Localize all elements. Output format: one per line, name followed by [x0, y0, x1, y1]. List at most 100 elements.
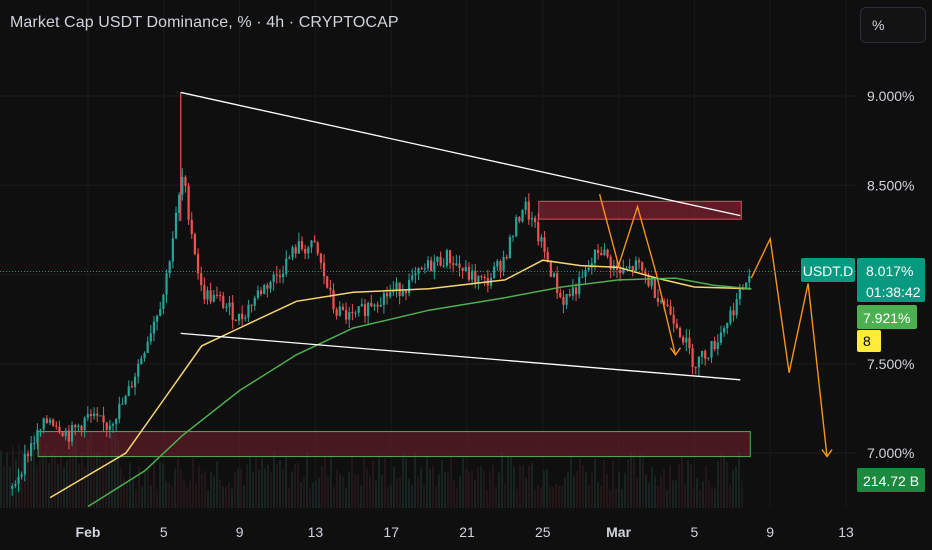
candle-body — [641, 262, 644, 271]
volume-bar — [36, 465, 38, 508]
candle-body — [518, 217, 521, 222]
candle-body — [96, 413, 99, 416]
time-tick-label: 25 — [535, 524, 551, 540]
time-tick-label: 17 — [383, 524, 399, 540]
volume-bar — [48, 463, 50, 508]
candle-body — [363, 304, 367, 317]
volume-bar — [339, 473, 341, 508]
volume-bar — [477, 467, 479, 508]
countdown-timer: 01:38:42 — [866, 284, 921, 300]
volume-bar — [318, 477, 320, 508]
candle-body — [288, 257, 291, 259]
candle-body — [474, 270, 477, 283]
volume-bar — [321, 466, 323, 508]
volume-bar — [189, 480, 191, 508]
volume-bar — [66, 460, 68, 508]
volume-bar — [387, 486, 389, 508]
volume-bar — [444, 472, 446, 508]
candle-body — [278, 275, 282, 278]
volume-bar — [81, 451, 83, 508]
candle-body — [127, 386, 130, 397]
candle-body — [200, 273, 203, 285]
volume-bar — [150, 484, 152, 508]
volume-bar — [378, 454, 380, 508]
volume-value-tag-bg — [857, 468, 925, 492]
candle-body — [130, 386, 133, 388]
volume-bar — [282, 469, 284, 508]
candle-body — [181, 176, 184, 195]
volume-bar — [681, 456, 683, 508]
candle-body — [168, 261, 171, 274]
volume-bar — [423, 485, 425, 508]
volume-bar — [723, 454, 725, 508]
time-axis[interactable]: Feb 5 9 13 17 21 25 Mar 5 9 13 — [76, 524, 854, 540]
volume-bar — [474, 480, 476, 508]
volume-bar — [45, 443, 47, 508]
candle-body — [316, 242, 319, 254]
volume-bar — [630, 451, 632, 508]
volume-bar — [375, 480, 377, 508]
volume-bar — [6, 452, 8, 508]
percent-scale-button[interactable]: % — [860, 7, 926, 43]
volume-bar — [582, 465, 584, 508]
ma-period-tag-bg — [857, 330, 881, 352]
candle-body — [89, 414, 93, 417]
candle-body — [231, 302, 234, 321]
candle-body — [118, 403, 121, 420]
volume-bar — [525, 478, 527, 508]
volume-bar — [186, 487, 188, 508]
trendlines[interactable] — [180, 91, 741, 381]
candle-body — [552, 273, 556, 277]
candle-body — [622, 268, 625, 274]
candle-body — [420, 268, 423, 270]
candle-body — [193, 233, 196, 255]
candle-body — [628, 266, 631, 269]
price-tags: USDT.D 8.017% 01:38:42 7.921% 8 214.72 B — [801, 258, 925, 492]
ma-value-tag-bg — [857, 305, 917, 329]
candle-body — [93, 413, 96, 417]
candle-body — [219, 295, 222, 297]
candle-body — [234, 320, 237, 322]
volume-bar — [648, 483, 650, 508]
volume-bar — [597, 481, 599, 508]
volume-bar — [642, 455, 644, 508]
time-tick-label: 21 — [459, 524, 475, 540]
candle-body — [515, 217, 518, 237]
time-tick-label: 13 — [308, 524, 324, 540]
candle-body — [196, 254, 200, 274]
projection-arrows — [598, 194, 833, 458]
volume-bar — [573, 475, 575, 508]
candle-body — [351, 312, 354, 314]
candle-body — [52, 419, 55, 426]
price-tick-label: 7.500% — [867, 356, 914, 372]
candle-body — [282, 273, 285, 278]
candle-body — [710, 341, 713, 358]
candle-body — [149, 333, 152, 342]
candle-body — [723, 328, 726, 333]
volume-bar — [510, 456, 512, 508]
candle-body — [574, 287, 578, 295]
volume-bar — [51, 452, 53, 508]
time-tick-label: 5 — [691, 524, 699, 540]
volume-bar — [3, 465, 5, 508]
candle-body — [247, 304, 250, 318]
volume-bar — [501, 451, 503, 508]
volume-bar — [621, 489, 623, 508]
volume-bar — [663, 469, 665, 508]
volume-bar — [57, 463, 59, 508]
time-tick-label: Feb — [76, 524, 101, 540]
volume-bar — [555, 484, 557, 508]
volume-bar — [711, 486, 713, 508]
candle-body — [559, 293, 562, 298]
volume-bar — [252, 471, 254, 508]
price-axis[interactable]: 9.000% 8.500% 7.500% 7.000% — [867, 88, 914, 461]
candle-body — [269, 282, 272, 289]
candle-body — [30, 443, 33, 457]
volume-bar — [177, 456, 179, 508]
candle-body — [650, 279, 653, 286]
volume-bar — [639, 453, 641, 508]
candle-body — [14, 483, 17, 486]
volume-bar — [60, 455, 62, 508]
candle-body — [17, 476, 20, 484]
